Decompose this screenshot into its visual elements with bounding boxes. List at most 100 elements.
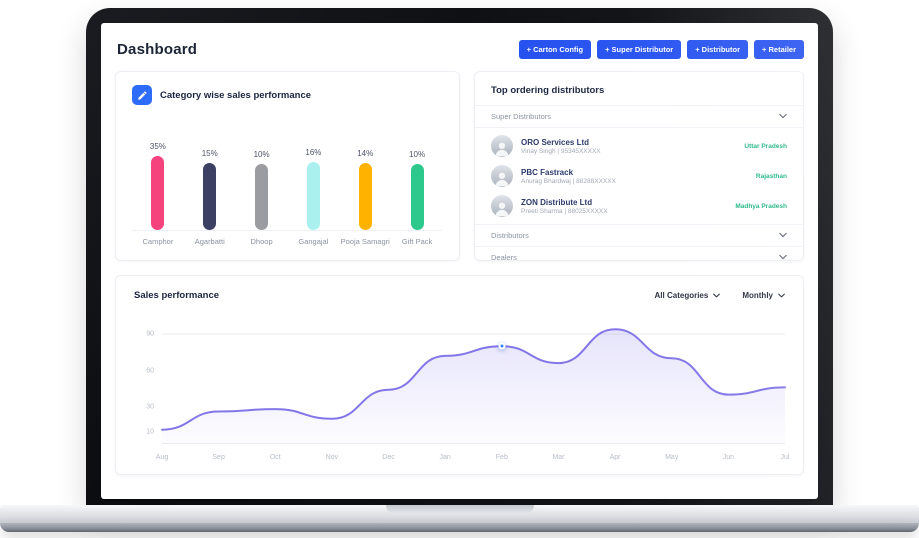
category-filter-label: All Categories — [654, 291, 709, 300]
category-bar-labels: Camphor Agarbatti Dhoop Gangajal Pooja Samag… — [132, 231, 443, 246]
x-axis-tick: Jul — [780, 454, 790, 461]
distributor-name: PBC Fastrack — [521, 167, 574, 177]
page-title: Dashboard — [117, 41, 198, 58]
category-card-title: Category wise sales performance — [160, 89, 312, 101]
sales-line-chart[interactable] — [162, 322, 785, 444]
sales-performance-card: Sales performance All Categories Monthly… — [115, 275, 804, 475]
section-super-distributors[interactable]: Super Distributors — [475, 106, 803, 128]
category-card-header: Category wise sales performance — [116, 72, 459, 113]
sales-filters: All Categories Monthly — [655, 291, 785, 300]
distributor-row[interactable]: PBC Fastrack Anurag Bhardwaj | 88288XXXX… — [475, 161, 803, 191]
bar-value-label: 10% — [409, 150, 426, 159]
chevron-down-icon — [778, 291, 785, 300]
bar-value-label: 16% — [305, 148, 322, 157]
section-label: Dealers — [491, 253, 517, 261]
bar-category-label: Dhoop — [250, 237, 273, 246]
distributor-contact: Preeti Sharma | 88025XXXXX — [521, 207, 608, 215]
distributor-name: ZON Distribute Ltd — [521, 197, 593, 207]
laptop-base — [0, 505, 919, 523]
distributor-info: ZON Distribute Ltd Preeti Sharma | 88025… — [521, 198, 608, 215]
avatar — [491, 195, 513, 217]
distributor-row[interactable]: ZON Distribute Ltd Preeti Sharma | 88025… — [475, 191, 803, 221]
bar-category-label: Agarbatti — [194, 237, 225, 246]
bar-column: 10% — [391, 150, 443, 230]
chevron-down-icon — [713, 291, 721, 300]
x-axis-tick: Nov — [325, 454, 339, 461]
bar-gift-pack — [410, 164, 424, 230]
bar-column: 10% — [236, 150, 288, 230]
period-filter-label: Monthly — [742, 291, 773, 300]
x-axis-tick: Feb — [495, 454, 508, 461]
super-distributor-button[interactable]: + Super Distributor — [597, 40, 682, 59]
avatar — [491, 135, 513, 157]
category-filter-dropdown[interactable]: All Categories — [655, 291, 721, 300]
distributors-card-title: Top ordering distributors — [475, 72, 803, 106]
x-axis-tick: Aug — [155, 454, 169, 461]
bar-category-label: Gangajal — [298, 237, 329, 246]
category-sales-card: Category wise sales performance 35% 15% 10… — [115, 71, 460, 261]
distributor-button[interactable]: + Distributor — [687, 40, 749, 59]
y-axis-labels: 90 60 30 10 — [128, 322, 154, 444]
x-axis-tick: Jun — [722, 454, 735, 461]
section-dealers[interactable]: Dealers — [475, 247, 803, 261]
bar-category-label: Camphor — [142, 237, 174, 246]
distributor-info: ORO Services Ltd Vinay Singh | 95345XXXX… — [521, 138, 601, 155]
distributor-contact: Vinay Singh | 95345XXXXX — [521, 147, 601, 155]
distributor-name: ORO Services Ltd — [521, 137, 590, 147]
bar-column: 15% — [184, 149, 236, 230]
x-axis-tick: Oct — [269, 454, 281, 461]
bar-dhoop — [255, 164, 269, 230]
bar-camphor — [151, 156, 165, 230]
header-actions: + Carton Config + Super Distributor + Di… — [518, 40, 804, 59]
chevron-down-icon — [779, 112, 787, 121]
distributor-info: PBC Fastrack Anurag Bhardwaj | 88288XXXX… — [521, 168, 616, 185]
y-axis-tick: 30 — [146, 403, 154, 411]
distributor-region: Rajasthan — [755, 172, 787, 180]
laptop-base-edge — [0, 523, 919, 532]
distributor-region: Uttar Pradesh — [744, 142, 787, 150]
x-axis-tick: Sep — [212, 454, 225, 461]
retailer-button[interactable]: + Retailer — [754, 40, 804, 59]
chart-highlight-point[interactable] — [498, 342, 506, 350]
x-axis-labels: Aug Sep Oct Nov Dec Jan Feb Mar Apr May Jun Jul — [156, 454, 790, 464]
bar-column: 14% — [339, 149, 391, 230]
bar-category-label: Pooja Samagri — [340, 237, 390, 246]
category-bar-chart: 35% 15% 10% 16% 14% 10% — [132, 113, 443, 231]
x-axis-tick: Apr — [609, 454, 621, 461]
bar-gangajal — [306, 162, 320, 230]
x-axis-tick: Jan — [439, 454, 451, 461]
edit-chart-icon — [132, 85, 152, 105]
period-filter-dropdown[interactable]: Monthly — [742, 291, 785, 300]
bar-value-label: 14% — [357, 149, 374, 158]
y-axis-tick: 10 — [146, 428, 154, 436]
distributor-row[interactable]: ORO Services Ltd Vinay Singh | 95345XXXX… — [475, 131, 803, 161]
y-axis-tick: 60 — [146, 367, 154, 375]
bar-value-label: 15% — [201, 149, 218, 158]
laptop-screen: Dashboard + Carton Config + Super Distri… — [86, 8, 833, 505]
sales-chart-svg — [162, 322, 785, 443]
distributor-contact: Anurag Bhardwaj | 88288XXXXX — [521, 177, 616, 185]
top-cards-row: Category wise sales performance 35% 15% 10… — [101, 71, 818, 261]
bar-agarbatti — [203, 163, 217, 230]
chevron-down-icon — [779, 231, 787, 240]
dashboard-screen: Dashboard + Carton Config + Super Distri… — [101, 23, 818, 499]
bar-value-label: 35% — [149, 142, 166, 151]
carton-config-button[interactable]: + Carton Config — [518, 40, 592, 59]
x-axis-tick: Mar — [552, 454, 565, 461]
section-distributors[interactable]: Distributors — [475, 224, 803, 247]
section-label: Distributors — [491, 231, 529, 240]
y-axis-tick: 90 — [146, 330, 154, 338]
dashboard-header: Dashboard + Carton Config + Super Distri… — [101, 23, 818, 71]
x-axis-tick: May — [665, 454, 679, 461]
bar-column: 16% — [287, 148, 339, 230]
top-distributors-card: Top ordering distributors Super Distribu… — [474, 71, 804, 261]
chevron-down-icon — [779, 253, 787, 260]
avatar — [491, 165, 513, 187]
sales-card-header: Sales performance All Categories Monthly — [116, 276, 803, 301]
sales-card-title: Sales performance — [134, 290, 220, 301]
distributor-region: Madhya Pradesh — [735, 202, 787, 210]
laptop-notch — [385, 505, 534, 514]
bar-pooja-samagri — [358, 163, 372, 230]
x-axis-tick: Dec — [382, 454, 395, 461]
